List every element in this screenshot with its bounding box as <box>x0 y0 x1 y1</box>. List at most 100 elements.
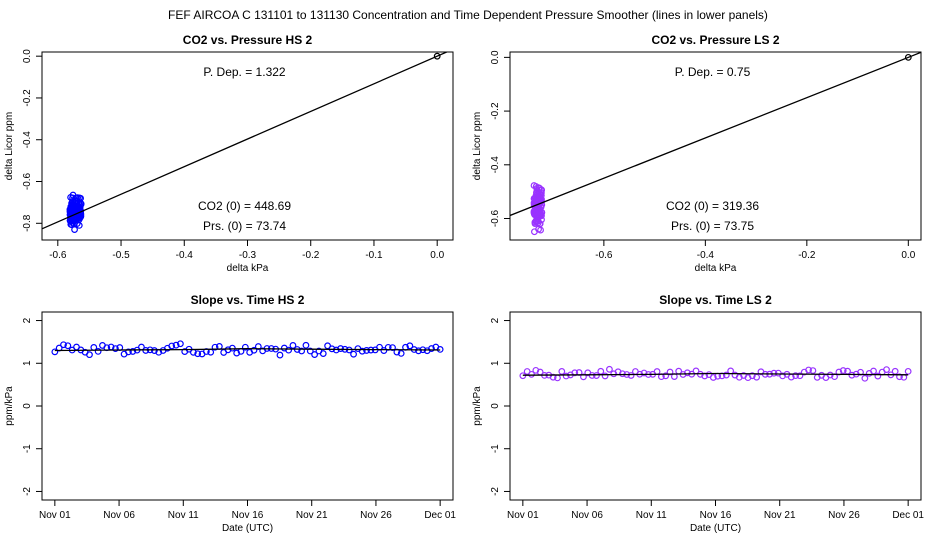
data-point <box>528 370 535 378</box>
data-point <box>805 366 812 374</box>
y-tick-label: 1 <box>490 360 501 366</box>
data-point <box>289 341 297 349</box>
data-point <box>796 372 804 380</box>
data-point <box>363 347 370 354</box>
data-point <box>532 366 540 374</box>
x-tick-label: 0.0 <box>901 250 915 261</box>
slope-time-ls2-frame <box>509 311 922 501</box>
data-point <box>94 348 102 355</box>
data-point <box>606 365 613 373</box>
x-tick-label: -0.3 <box>239 250 257 261</box>
slope-time-hs2-frame <box>41 311 454 501</box>
x-tick-label: -0.6 <box>595 250 613 261</box>
y-tick-label: 0 <box>22 403 33 409</box>
data-point <box>302 341 310 349</box>
data-point <box>298 347 306 355</box>
data-point <box>67 220 75 228</box>
data-point <box>601 372 609 380</box>
data-point <box>848 371 856 379</box>
x-tick-label: Dec 01 <box>892 510 924 521</box>
data-point <box>883 366 890 374</box>
x-tick-label: Nov 01 <box>507 510 539 521</box>
data-point <box>861 374 869 382</box>
data-point <box>709 374 717 381</box>
data-point <box>826 371 834 379</box>
data-point <box>68 199 75 207</box>
data-point <box>538 186 546 194</box>
x-tick-label: Nov 21 <box>296 510 328 521</box>
y-tick-label: 0.0 <box>22 49 33 63</box>
data-point <box>224 346 232 354</box>
x-tick-label: Nov 01 <box>39 510 71 521</box>
slope-time-ls2-plot-area <box>519 365 912 382</box>
data-point <box>770 369 778 377</box>
data-point <box>337 345 344 352</box>
smoother-line <box>54 348 441 352</box>
data-point <box>406 342 414 350</box>
data-point <box>722 371 730 379</box>
y-tick-label: 0 <box>490 403 501 409</box>
data-point <box>285 346 293 354</box>
co2-pressure-hs2-ylabel: delta Licor ppm <box>4 112 15 180</box>
data-point <box>311 351 319 358</box>
co2-pressure-ls2-plot-area <box>510 52 921 236</box>
data-point <box>748 372 756 380</box>
x-tick-label: Nov 06 <box>103 510 135 521</box>
data-point <box>653 368 661 375</box>
data-point <box>73 220 81 227</box>
data-point <box>250 346 258 354</box>
y-tick-label: 0.0 <box>490 50 501 64</box>
data-point <box>389 344 396 352</box>
annotation-prs: Prs. (0) = 73.75 <box>671 219 754 233</box>
data-point <box>627 372 635 379</box>
co2-pressure-hs2-title: CO2 vs. Pressure HS 2 <box>183 33 313 47</box>
x-tick-label: Nov 26 <box>360 510 392 521</box>
y-tick-label: -0.8 <box>22 214 33 232</box>
y-tick-label: -0.4 <box>22 131 33 149</box>
data-point <box>597 367 605 375</box>
x-tick-label: 0.0 <box>430 250 444 261</box>
data-point <box>588 372 596 379</box>
annotation-co2: CO2 (0) = 319.36 <box>666 199 759 213</box>
data-point <box>891 367 899 375</box>
y-tick-label: 2 <box>490 317 501 323</box>
data-point <box>380 347 388 354</box>
data-point <box>112 345 119 352</box>
data-point <box>233 349 241 357</box>
data-point <box>530 208 538 216</box>
x-tick-label: -0.5 <box>112 250 130 261</box>
data-point <box>228 344 236 352</box>
data-point <box>350 350 357 358</box>
data-point <box>533 196 541 203</box>
slope-time-ls2-title: Slope vs. Time LS 2 <box>659 293 772 307</box>
data-point <box>397 349 405 357</box>
data-point <box>534 217 542 225</box>
x-tick-label: Nov 06 <box>571 510 603 521</box>
data-point <box>415 347 422 355</box>
smoother-line <box>522 372 909 376</box>
data-point <box>666 368 674 376</box>
y-tick-label: -1 <box>22 444 33 453</box>
data-point <box>64 342 72 350</box>
co2-pressure-ls2-panel: CO2 vs. Pressure LS 2 -0.6 -0.4 -0.2 0.0 0.0 -… <box>472 33 922 274</box>
slope-time-hs2-xlabel: Date (UTC) <box>222 523 273 534</box>
x-tick-label: -0.2 <box>798 250 816 261</box>
co2-pressure-hs2-plot-area <box>42 52 449 233</box>
data-point <box>319 350 327 357</box>
data-point <box>358 347 366 355</box>
data-point <box>151 347 158 354</box>
data-point <box>76 214 84 222</box>
y-tick-label: -0.6 <box>22 172 33 190</box>
y-tick-label: 1 <box>22 360 33 366</box>
y-tick-label: -2 <box>490 487 501 496</box>
slope-time-hs2-plot-area <box>51 340 444 359</box>
x-tick-label: -0.4 <box>176 250 194 261</box>
data-point <box>562 372 570 380</box>
y-tick-label: -0.6 <box>490 209 501 227</box>
fit-line <box>42 52 449 230</box>
page-title: FEF AIRCOA C 131101 to 131130 Concentrat… <box>168 8 768 22</box>
data-point <box>809 367 817 374</box>
data-point <box>683 369 691 377</box>
